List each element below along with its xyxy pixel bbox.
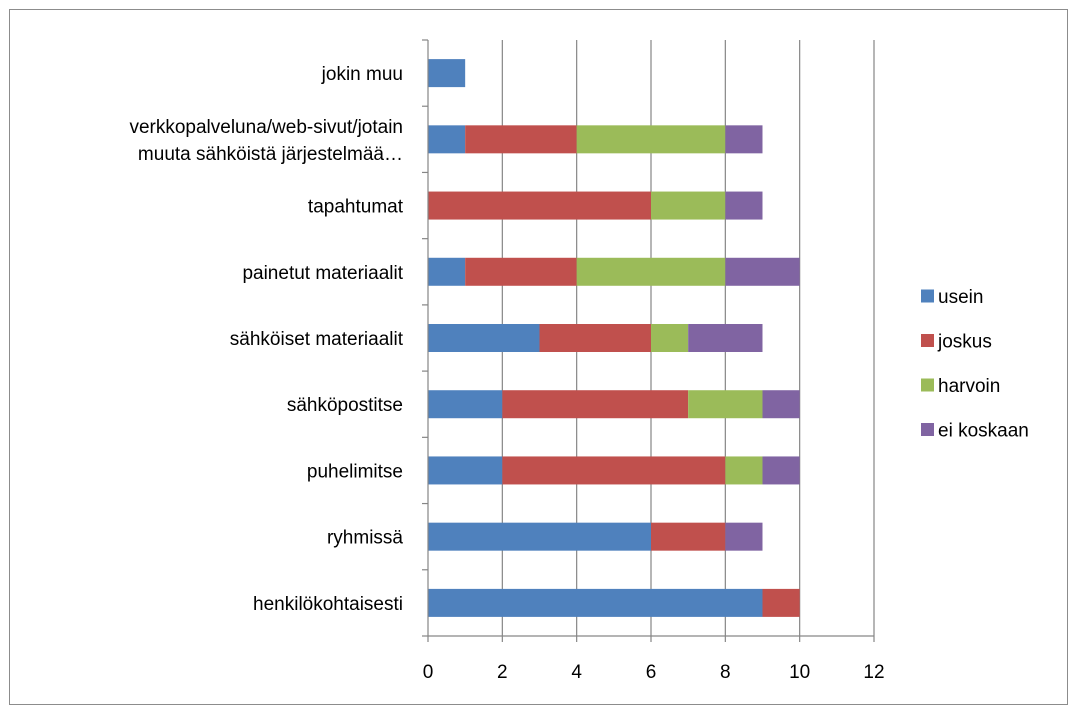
- bar-joskus-4: [539, 324, 651, 352]
- x-tick-label-6: 6: [646, 662, 657, 683]
- bar-joskus-2: [428, 191, 651, 220]
- category-labels: jokin muu verkkopalveluna/web-sivut/jotai…: [129, 64, 403, 615]
- bars-layer: [428, 59, 800, 617]
- category-label-6: puhelimitse: [307, 461, 403, 482]
- legend-label-harvoin: harvoin: [938, 376, 1000, 397]
- legend: usein joskus harvoin ei koskaan: [921, 287, 1029, 442]
- bar-ei-koskaan-1: [725, 125, 763, 154]
- category-label-5: sähköpostitse: [287, 395, 403, 416]
- legend-swatch-joskus: [921, 334, 934, 347]
- bar-usein-3: [428, 257, 466, 286]
- bar-usein-6: [428, 456, 503, 485]
- x-tick-label-10: 10: [789, 662, 810, 683]
- bar-usein-4: [428, 324, 540, 352]
- bar-joskus-7: [651, 522, 726, 551]
- bar-usein-0: [428, 59, 466, 88]
- category-label-8: henkilökohtaisesti: [253, 594, 403, 615]
- bar-usein-7: [428, 522, 651, 551]
- x-tick-label-8: 8: [720, 662, 731, 683]
- legend-swatch-usein: [921, 289, 934, 303]
- category-label-0: jokin muu: [321, 64, 403, 85]
- category-label-1-line-0: verkkopalveluna/web-sivut/jotain: [129, 117, 403, 138]
- bar-usein-8: [428, 588, 763, 617]
- legend-label-joskus: joskus: [937, 332, 992, 353]
- bar-harvoin-3: [576, 257, 726, 286]
- x-tick-label-4: 4: [571, 662, 582, 683]
- category-label-3: painetut materiaalit: [242, 263, 403, 284]
- bar-usein-5: [428, 390, 503, 419]
- bar-ei-koskaan-3: [725, 257, 800, 286]
- legend-swatch-harvoin: [921, 378, 934, 392]
- legend-swatch-ei-koskaan: [921, 423, 934, 436]
- legend-label-usein: usein: [938, 287, 983, 308]
- bar-ei-koskaan-2: [725, 191, 763, 220]
- bar-ei-koskaan-4: [688, 324, 763, 352]
- bar-ei-koskaan-5: [762, 390, 800, 419]
- bar-joskus-6: [502, 456, 726, 485]
- bar-harvoin-5: [688, 390, 763, 419]
- category-label-1-line-1: muuta sähköistä järjestelmää…: [138, 144, 403, 165]
- bar-joskus-8: [762, 588, 800, 617]
- bar-harvoin-4: [651, 324, 689, 352]
- legend-label-ei-koskaan: ei koskaan: [938, 421, 1029, 442]
- x-tick-labels: 0 2 4 6 8 10 12: [423, 662, 885, 683]
- bar-ei-koskaan-6: [762, 456, 800, 485]
- category-label-2: tapahtumat: [308, 197, 404, 218]
- bar-usein-1: [428, 125, 466, 154]
- bar-ei-koskaan-7: [725, 522, 763, 551]
- bar-joskus-1: [465, 125, 577, 154]
- x-tick-label-0: 0: [423, 662, 434, 683]
- x-tick-label-2: 2: [497, 662, 508, 683]
- bar-joskus-5: [502, 390, 689, 419]
- bar-harvoin-2: [651, 191, 726, 220]
- bar-joskus-3: [465, 257, 577, 286]
- category-label-4: sähköiset materiaalit: [230, 329, 404, 350]
- bar-harvoin-1: [576, 125, 726, 154]
- axis-layer: [422, 39, 875, 642]
- bar-harvoin-6: [725, 456, 763, 485]
- x-tick-label-12: 12: [863, 662, 884, 683]
- category-label-7: ryhmissä: [327, 528, 403, 549]
